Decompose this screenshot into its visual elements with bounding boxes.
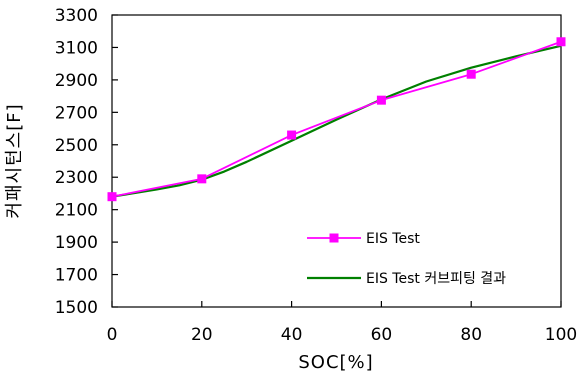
x-tick-label: 20 bbox=[191, 325, 213, 345]
y-tick-label: 1700 bbox=[55, 266, 98, 286]
y-tick-label: 3300 bbox=[55, 6, 98, 26]
series-line-0 bbox=[111, 40, 562, 198]
x-tick-label: 0 bbox=[107, 325, 118, 345]
series-point bbox=[287, 130, 297, 140]
series-line-1 bbox=[111, 44, 562, 198]
y-tick-label: 1500 bbox=[55, 298, 98, 318]
y-tick-label: 2100 bbox=[55, 201, 98, 221]
series-point bbox=[197, 174, 207, 184]
x-tick-label: 100 bbox=[545, 325, 577, 345]
axes: 1500 1700 1900 2100 2300 2500 2700 2900 3100 3300… bbox=[55, 6, 577, 345]
y-axis-title: 커패시턴스[F] bbox=[4, 103, 25, 218]
series-point bbox=[466, 69, 476, 79]
y-tick-label: 2900 bbox=[55, 71, 98, 91]
y-tick-label: 2700 bbox=[55, 103, 98, 123]
series-point bbox=[556, 37, 566, 47]
legend-label-0: EIS Test bbox=[366, 231, 420, 247]
series-point bbox=[376, 95, 386, 105]
x-tick-label: 80 bbox=[460, 325, 482, 345]
legend-marker-0 bbox=[329, 233, 339, 243]
series-point bbox=[107, 192, 117, 202]
y-tick-label: 2300 bbox=[55, 168, 98, 188]
y-tick-label: 1900 bbox=[55, 233, 98, 253]
plot-frame bbox=[111, 14, 562, 308]
legend-label-1: EIS Test 커브피팅 결과 bbox=[366, 271, 506, 287]
y-tick-label: 2500 bbox=[55, 136, 98, 156]
plot-area bbox=[107, 37, 566, 202]
x-tick-label: 60 bbox=[371, 325, 393, 345]
y-tick-label: 3100 bbox=[55, 38, 98, 58]
legend: EIS Test EIS Test 커브피팅 결과 bbox=[307, 231, 506, 287]
x-axis-title: SOC[%] bbox=[298, 352, 373, 373]
x-tick-label: 40 bbox=[281, 325, 303, 345]
